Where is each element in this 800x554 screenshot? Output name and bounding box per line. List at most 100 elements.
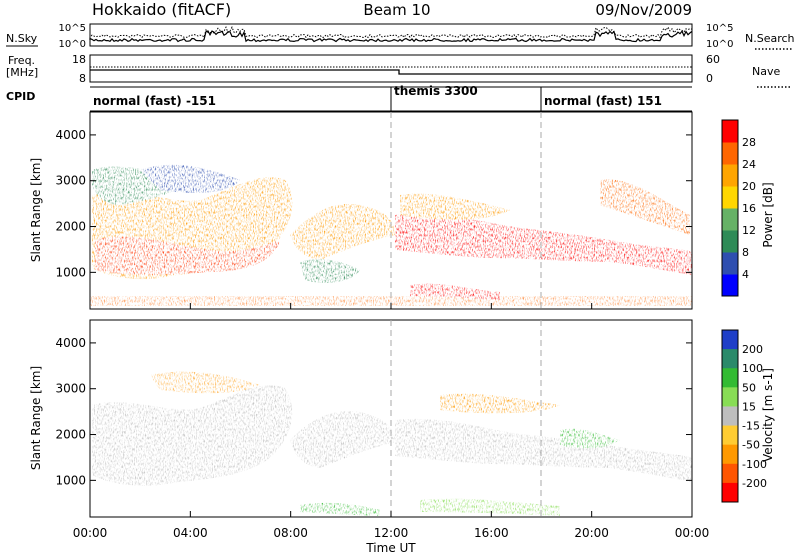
velocity-colorbar-tick: 100 xyxy=(742,362,763,375)
power-cloud-early-high xyxy=(140,164,240,193)
power-colorbar-tick: 16 xyxy=(742,202,756,215)
velocity-ylabel: Slant Range [km] xyxy=(29,366,43,470)
velocity-colorbar-swatch xyxy=(722,349,738,369)
velocity-ground-scatter-late xyxy=(395,418,692,482)
velocity-low-green xyxy=(300,502,380,516)
y-tick-label: 1000 xyxy=(55,473,86,487)
x-tick-label: 20:00 xyxy=(574,526,609,540)
power-ground-band xyxy=(90,296,692,306)
nave-tick-top: 60 xyxy=(706,53,720,66)
cpid-panel: CPID normal (fast) -151 themis 3300 norm… xyxy=(6,84,692,112)
velocity-colorbar-swatch xyxy=(722,444,738,465)
power-colorbar-tick: 8 xyxy=(742,246,749,259)
velocity-colorbar-tick: 15 xyxy=(742,400,756,413)
velocity-colorbar-swatch xyxy=(722,406,738,427)
power-cloud-early-inner xyxy=(95,236,280,275)
velocity-colorbar-frame xyxy=(721,329,739,503)
noise-sky-trace xyxy=(89,30,693,43)
power-panel: 1000 2000 3000 4000 Slant Range [km] 4 8 12 16… xyxy=(29,111,775,310)
x-axis-ticks: 00:00 04:00 08:00 12:00 16:00 20:00 00:00 xyxy=(73,303,710,540)
y-tick-label: 1000 xyxy=(55,265,86,279)
velocity-low-green-late xyxy=(420,498,560,516)
velocity-colorbar-tick: -15 xyxy=(742,420,760,433)
velocity-ground-scatter-mid xyxy=(290,411,395,468)
velocity-ground-scatter-early xyxy=(92,385,293,486)
freq-panel: Freq. [MHz] 18 8 60 0 Nave xyxy=(6,53,792,88)
power-ylabel: Slant Range [km] xyxy=(29,158,43,262)
velocity-colorbar-swatch xyxy=(722,425,738,446)
power-cloud-mid-low xyxy=(300,259,360,283)
noise-left-tick-top: 10^5 xyxy=(59,23,86,34)
power-colorbar-tick: 20 xyxy=(742,180,756,193)
power-colorbar-swatch xyxy=(722,208,738,231)
power-cloud-late-far xyxy=(600,179,690,235)
power-colorbar-swatch xyxy=(722,274,738,297)
power-colorbar-tick: 4 xyxy=(742,268,749,281)
power-colorbar-swatch xyxy=(722,142,738,165)
velocity-colorbar: 200 100 50 15 -15 -50 -100 -200 xyxy=(721,329,767,503)
x-tick-label: 00:00 xyxy=(675,526,710,540)
noise-search-trace xyxy=(89,25,693,39)
x-tick-label: 00:00 xyxy=(73,526,108,540)
velocity-colorbar-tick: 200 xyxy=(742,343,763,356)
freq-panel-frame xyxy=(89,54,693,83)
y-tick-label: 2000 xyxy=(55,220,86,234)
power-cloud-late xyxy=(395,213,692,275)
noise-right-tick-top: 10^5 xyxy=(706,23,733,34)
x-axis-label: Time UT xyxy=(365,541,416,554)
nave-label: Nave xyxy=(752,65,780,78)
velocity-y-ticks: 1000 2000 3000 4000 xyxy=(55,336,692,487)
noise-search-label: N.Search xyxy=(745,32,795,45)
velocity-colorbar-swatch xyxy=(722,330,738,350)
velocity-colorbar-label: Velocity [m s-1] xyxy=(761,368,775,462)
power-colorbar-tick: 24 xyxy=(742,158,756,171)
cpid-label: CPID xyxy=(6,90,35,103)
y-tick-label: 3000 xyxy=(55,174,86,188)
beam-title: Beam 10 xyxy=(363,1,430,19)
x-tick-label: 12:00 xyxy=(374,526,409,540)
velocity-colorbar-tick: -200 xyxy=(742,477,767,490)
power-colorbar-tick: 12 xyxy=(742,224,756,237)
noise-right-tick-bottom: 10^0 xyxy=(706,39,733,50)
noise-left-tick-bottom: 10^0 xyxy=(59,39,86,50)
cpid-segment-3: normal (fast) 151 xyxy=(544,94,662,108)
cpid-segment-2: themis 3300 xyxy=(394,84,478,98)
power-colorbar-swatch xyxy=(722,230,738,253)
velocity-negative-late xyxy=(440,393,560,414)
power-colorbar-swatch xyxy=(722,186,738,209)
power-colorbar-swatch xyxy=(722,252,738,275)
velocity-negative-patches xyxy=(150,371,260,394)
noise-panel: N.Sky 10^5 10^0 10^5 10^0 N.Search xyxy=(6,23,795,50)
velocity-colorbar-swatch xyxy=(722,387,738,407)
freq-tick-bottom: 8 xyxy=(79,72,86,85)
y-tick-label: 3000 xyxy=(55,382,86,396)
y-tick-label: 4000 xyxy=(55,128,86,142)
freq-tick-top: 18 xyxy=(72,53,86,66)
power-low-patches xyxy=(410,283,500,300)
power-colorbar-tick: 28 xyxy=(742,136,756,149)
date-title: 09/Nov/2009 xyxy=(595,1,692,19)
y-tick-label: 4000 xyxy=(55,336,86,350)
power-y-ticks: 1000 2000 3000 4000 xyxy=(55,128,692,279)
freq-label-2: [MHz] xyxy=(6,66,38,79)
velocity-panel: 1000 2000 3000 4000 Slant Range [km] 200 100… xyxy=(29,319,775,518)
station-title: Hokkaido (fitACF) xyxy=(92,0,231,19)
velocity-colorbar-tick: 50 xyxy=(742,381,756,394)
power-colorbar-label: Power [dB] xyxy=(761,182,775,247)
velocity-colorbar-tick: -100 xyxy=(742,458,767,471)
power-colorbar: 4 8 12 16 20 24 28 xyxy=(721,119,756,297)
y-tick-label: 2000 xyxy=(55,428,86,442)
freq-label-1: Freq. xyxy=(8,54,35,67)
x-tick-label: 16:00 xyxy=(474,526,509,540)
velocity-colorbar-swatch xyxy=(722,482,738,503)
velocity-colorbar-swatch xyxy=(722,463,738,484)
x-tick-label: 04:00 xyxy=(173,526,208,540)
noise-sky-label: N.Sky xyxy=(6,32,38,45)
power-colorbar-swatch xyxy=(722,120,738,143)
cpid-segment-1: normal (fast) -151 xyxy=(93,94,216,108)
power-cloud-late-upper xyxy=(400,193,510,220)
power-cloud-mid xyxy=(290,204,395,260)
velocity-colorbar-tick: -50 xyxy=(742,439,760,452)
velocity-positive-patches xyxy=(560,428,620,449)
power-colorbar-swatch xyxy=(722,164,738,187)
